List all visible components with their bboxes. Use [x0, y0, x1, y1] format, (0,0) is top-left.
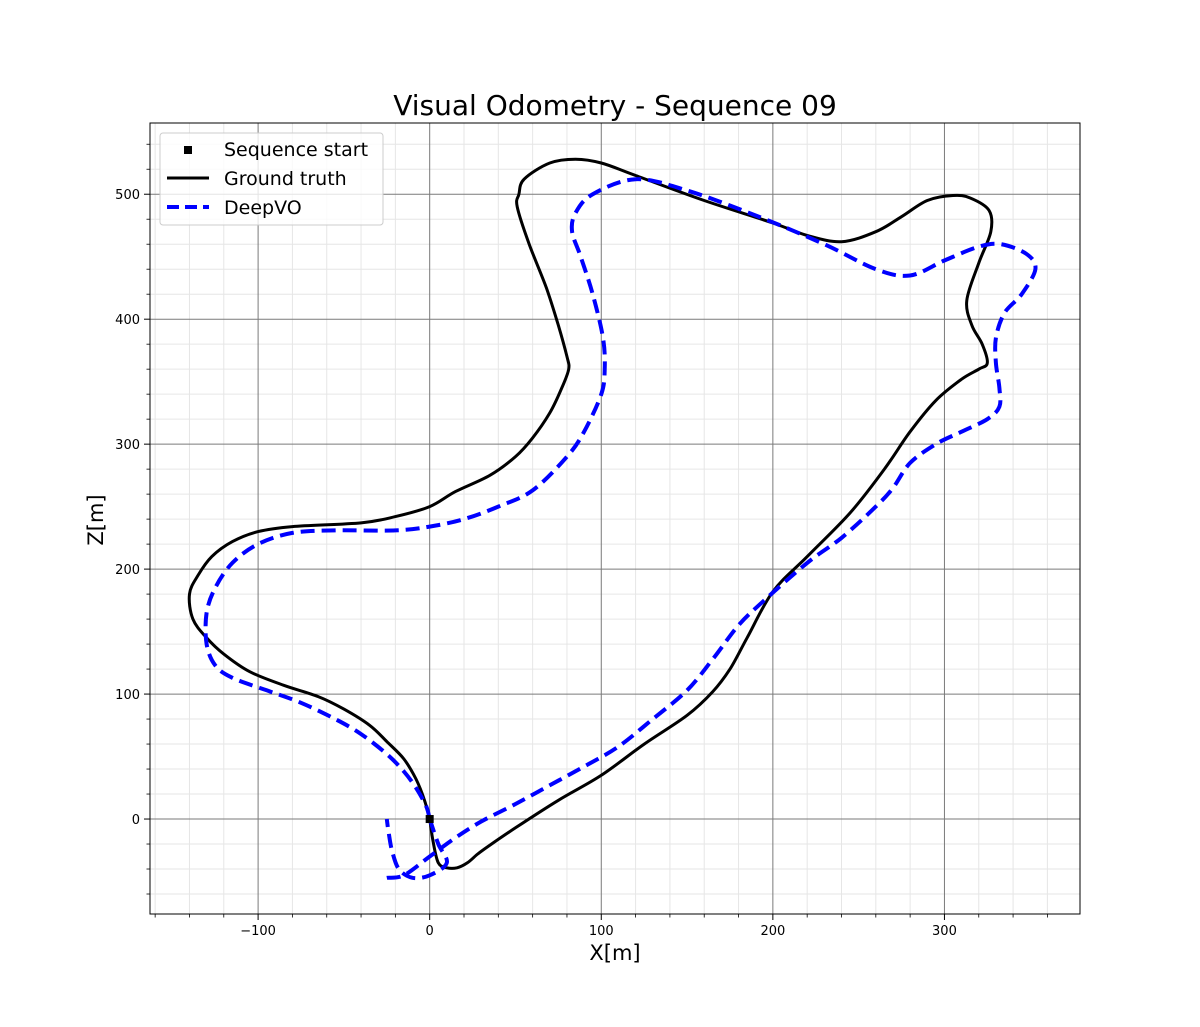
deepvo-trajectory [203, 177, 1038, 881]
legend: Sequence start Ground truth DeepVO [159, 132, 384, 226]
start-layer [425, 815, 434, 824]
y-tick-label: 400 [115, 313, 140, 328]
x-tick-label: 0 [426, 924, 434, 939]
y-axis-ticks: 0 100 200 300 400 500 [115, 143, 150, 895]
chart-title: Visual Odometry - Sequence 09 [393, 89, 837, 122]
x-tick-label: 300 [932, 924, 957, 939]
y-tick-label: 300 [115, 438, 140, 453]
minor-grid [150, 123, 1080, 914]
x-axis-label: X[m] [589, 941, 640, 965]
legend-ground-truth-label: Ground truth [224, 168, 347, 190]
legend-box [159, 132, 384, 226]
y-tick-label: 500 [115, 188, 140, 203]
ground-truth-trajectory [187, 157, 994, 870]
legend-deepvo-label: DeepVO [224, 197, 302, 219]
x-tick-label: −100 [240, 924, 276, 939]
y-tick-label: 100 [115, 688, 140, 703]
series-layer [187, 157, 1038, 881]
y-tick-label: 200 [115, 563, 140, 578]
y-axis-label: Z[m] [84, 494, 108, 545]
x-tick-label: 200 [760, 924, 785, 939]
y-tick-label: 0 [132, 813, 140, 828]
legend-start-marker [184, 146, 192, 154]
plot-frame [149, 122, 1081, 915]
legend-start-label: Sequence start [224, 139, 368, 161]
sequence-start-marker [425, 815, 434, 824]
x-tick-label: 100 [589, 924, 614, 939]
x-axis-ticks: −100 0 100 200 300 [154, 914, 1048, 939]
